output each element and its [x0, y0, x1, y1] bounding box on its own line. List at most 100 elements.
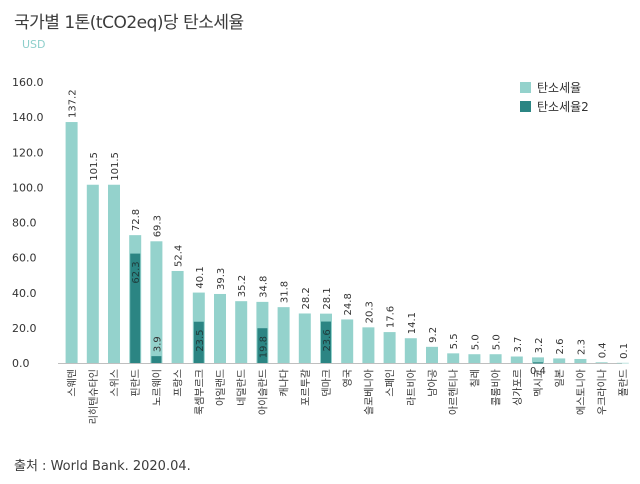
legend-item-2: 탄소세율2: [520, 97, 589, 116]
data-label: 5.5: [449, 333, 460, 349]
bar-탄소세율: [574, 358, 587, 363]
x-tick-label: 멕시코: [533, 369, 545, 397]
x-tick-label: 네덜란드: [236, 369, 248, 406]
data-label: 14.1: [407, 312, 418, 334]
legend-label-1: 탄소세율: [537, 81, 582, 95]
unit-label: USD: [22, 38, 46, 51]
data-label: 34.8: [258, 276, 269, 298]
bar-탄소세율: [150, 241, 163, 363]
bar-탄소세율2: [321, 321, 331, 363]
x-tick-label: 노르웨이: [151, 369, 163, 406]
x-tick-label: 캐나다: [279, 369, 291, 397]
data-label: 31.8: [280, 281, 291, 303]
bar-탄소세율2: [533, 362, 543, 364]
bar-탄소세율: [468, 354, 481, 363]
bar-탄소세율: [65, 122, 78, 363]
bar-탄소세율: [108, 184, 120, 363]
bar-탄소세율2: [130, 253, 141, 363]
bar-탄소세율: [595, 362, 608, 363]
bar-탄소세율: [553, 358, 566, 363]
data-label: 0.1: [619, 343, 630, 359]
data-label: 69.3: [152, 215, 163, 237]
data-label: 40.1: [195, 266, 206, 288]
y-tick-label: 160.0: [12, 76, 44, 89]
bar-탄소세율: [404, 338, 417, 363]
bar-탄소세율: [383, 332, 396, 363]
y-tick-label: 80.0: [12, 217, 37, 230]
x-tick-label: 일본: [554, 369, 566, 387]
x-tick-label: 슬로베니아: [363, 369, 375, 415]
data-label: 0.4: [598, 342, 609, 358]
bar-탄소세율: [235, 301, 248, 363]
y-tick-label: 140.0: [12, 111, 44, 124]
x-tick-label: 콜롬비아: [491, 369, 503, 406]
data-label-2: 19.8: [258, 336, 269, 358]
bar-탄소세율: [86, 184, 99, 363]
x-tick-label: 아이슬란드: [257, 369, 269, 415]
y-tick-label: 100.0: [12, 181, 44, 194]
bar-탄소세율: [277, 307, 290, 363]
data-label: 2.3: [576, 339, 587, 355]
data-label: 5.0: [492, 334, 503, 350]
bar-탄소세율2: [257, 328, 268, 363]
legend-item-1: 탄소세율: [520, 78, 589, 97]
legend: 탄소세율 탄소세율2: [520, 78, 589, 116]
x-tick-label: 라트비아: [406, 369, 418, 406]
bar-탄소세율: [426, 346, 438, 363]
bar-탄소세율: [341, 319, 354, 363]
data-label: 101.5: [89, 152, 100, 181]
data-label: 24.8: [343, 293, 354, 315]
data-label: 9.2: [428, 327, 439, 343]
x-tick-label: 리히텐슈타인: [88, 369, 100, 424]
bar-탄소세율: [489, 354, 502, 363]
data-label: 35.2: [237, 275, 248, 297]
data-label: 101.5: [110, 152, 121, 181]
data-label: 2.6: [555, 339, 566, 355]
x-tick-label: 룩셈부르크: [194, 369, 206, 415]
data-label: 3.7: [513, 337, 524, 353]
x-tick-label: 덴마크: [321, 369, 333, 397]
x-tick-label: 우크라이나: [597, 369, 609, 415]
x-tick-label: 칠레: [469, 369, 481, 387]
data-label: 5.0: [470, 334, 481, 350]
data-label: 3.2: [534, 337, 545, 353]
bar-탄소세율: [298, 313, 311, 363]
data-label-2: 3.9: [152, 336, 163, 352]
data-label: 72.8: [131, 209, 142, 231]
y-tick-label: 60.0: [12, 252, 37, 265]
data-label-2: 23.6: [322, 329, 333, 351]
x-tick-label: 남아공: [427, 369, 439, 397]
data-label: 28.1: [322, 287, 333, 309]
bar-탄소세율: [171, 270, 184, 363]
bar-탄소세율: [362, 327, 375, 363]
x-tick-label: 스웨덴: [67, 369, 79, 397]
data-label: 20.3: [364, 301, 375, 323]
data-label: 17.6: [386, 306, 397, 328]
bar-탄소세율2: [193, 321, 204, 363]
x-tick-label: 프랑스: [173, 369, 185, 397]
y-tick-label: 20.0: [12, 322, 37, 335]
data-label: 28.2: [301, 287, 312, 309]
x-tick-label: 아일랜드: [215, 369, 227, 406]
x-tick-label: 포르투갈: [299, 369, 312, 406]
source-note: 출처 : World Bank. 2020.04.: [14, 459, 191, 474]
bar-탄소세율: [510, 356, 523, 363]
x-tick-label: 스위스: [108, 369, 121, 397]
data-label-2: 23.5: [195, 329, 206, 351]
bar-탄소세율2: [151, 356, 162, 363]
bar-탄소세율: [616, 362, 629, 364]
legend-swatch-2: [520, 101, 531, 112]
x-tick-label: 에스토니아: [575, 369, 587, 415]
bar-탄소세율: [532, 357, 544, 363]
x-tick-label: 싱가포르: [512, 369, 524, 406]
x-tick-label: 핀란드: [130, 369, 142, 397]
data-label: 52.4: [174, 245, 185, 267]
legend-swatch-1: [520, 82, 531, 93]
bar-탄소세율: [214, 293, 226, 363]
x-tick-label: 영국: [342, 369, 354, 387]
data-label-2: 0.4: [530, 366, 546, 377]
data-label: 39.3: [216, 268, 227, 290]
bar-탄소세율: [447, 353, 460, 363]
